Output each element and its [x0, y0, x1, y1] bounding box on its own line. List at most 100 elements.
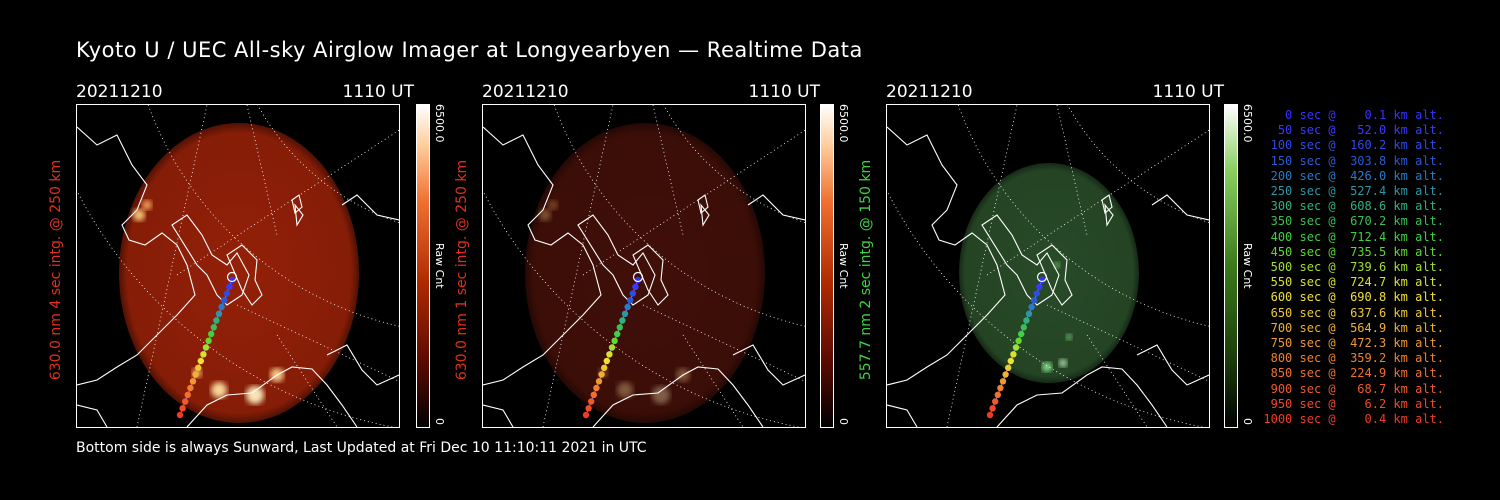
panel-date: 20211210 [76, 82, 163, 102]
trajectory-point [1007, 357, 1014, 365]
coastlines [887, 126, 1209, 427]
trajectory-point [992, 398, 999, 405]
wavelength-label: 557.7 nm 2 sec intg. @ 150 km [858, 159, 874, 381]
legend-row: 450 sec @ 735.5 km alt. [1263, 244, 1444, 259]
page-title: Kyoto U / UEC All-sky Airglow Imager at … [76, 38, 863, 62]
trajectory-point [611, 337, 618, 344]
sky-disc [119, 123, 359, 423]
sky-disc [959, 163, 1139, 383]
trajectory-point [200, 351, 207, 358]
trajectory-start-marker [1036, 271, 1048, 283]
legend-row: 500 sec @ 739.6 km alt. [1263, 260, 1444, 275]
trajectory-point [179, 405, 186, 412]
trajectory-point [1015, 337, 1022, 344]
colorbar-max-label: 6500.0 [837, 104, 850, 143]
image-panel-2: 20211210 1110 UT 630.0 nm 1 sec intg. @ 2… [454, 82, 820, 430]
trajectory-point [590, 391, 597, 398]
colorbar [416, 104, 430, 428]
allsky-image [886, 104, 1210, 428]
grid-lines [483, 105, 805, 427]
trajectory-point [595, 378, 603, 385]
trajectory-point [228, 276, 236, 284]
trajectory-point [632, 283, 639, 290]
legend-row: 850 sec @ 224.9 km alt. [1263, 366, 1444, 381]
allsky-image [482, 104, 806, 428]
colorbar [1224, 104, 1238, 428]
trajectory-point [1023, 317, 1030, 324]
trajectory-point [213, 317, 220, 324]
aurora-spot [1042, 362, 1052, 372]
allsky-image [76, 104, 400, 428]
trajectory-point [184, 391, 191, 398]
trajectory-point [629, 290, 636, 297]
legend-row: 800 sec @ 359.2 km alt. [1263, 351, 1444, 366]
trajectory-point [1010, 351, 1017, 358]
trajectory-point [1025, 310, 1033, 317]
trajectory-point [1033, 290, 1040, 297]
trajectory-point [221, 297, 228, 304]
colorbar-unit-label: Raw Cnt [837, 243, 850, 289]
trajectory-point [1036, 283, 1043, 290]
trajectory-point [994, 391, 1001, 398]
trajectory-point [192, 371, 199, 378]
trajectory-point [210, 324, 217, 331]
trajectory-point [634, 276, 642, 284]
trajectory-point [614, 330, 621, 338]
trajectory-point [616, 324, 623, 331]
trajectory-point [208, 330, 215, 338]
trajectory-point [997, 384, 1004, 392]
legend-row: 300 sec @ 608.6 km alt. [1263, 199, 1444, 214]
legend-row: 0 sec @ 0.1 km alt. [1263, 108, 1444, 122]
legend-row: 400 sec @ 712.4 km alt. [1263, 229, 1444, 244]
aurora-spot [539, 209, 551, 221]
trajectory-point [189, 378, 197, 385]
trajectory-point [1012, 344, 1020, 351]
aurora-spot [548, 200, 558, 210]
aurora-spot [1059, 359, 1067, 367]
colorbar-min-label: 0 [837, 418, 850, 425]
aurora-spot [246, 386, 264, 404]
trajectory-point [223, 290, 230, 297]
wavelength-label: 630.0 nm 4 sec intg. @ 250 km [48, 159, 64, 381]
aurora-spot [211, 382, 227, 398]
trajectory-point [593, 384, 600, 392]
sky-disc [525, 123, 765, 423]
legend-row: 600 sec @ 690.8 km alt. [1263, 290, 1444, 305]
legend-row: 1000 sec @ 0.4 km alt. [1263, 412, 1444, 427]
trajectory-point [1005, 364, 1012, 371]
trajectory-start-marker [632, 271, 644, 283]
trajectory-point [176, 411, 184, 419]
trajectory-point [1020, 324, 1027, 331]
trajectory-point [215, 310, 223, 317]
trajectory-point [999, 378, 1007, 385]
panel-time: 1110 UT [748, 82, 821, 102]
trajectory-start-marker [226, 271, 238, 283]
trajectory-point [197, 357, 204, 365]
trajectory-point [989, 405, 996, 412]
aurora-spot [1066, 334, 1072, 340]
colorbar-min-label: 0 [433, 418, 446, 425]
legend-row: 950 sec @ 6.2 km alt. [1263, 396, 1444, 411]
trajectory-point [588, 398, 595, 405]
legend-row: 550 sec @ 724.7 km alt. [1263, 275, 1444, 290]
aurora-spot [1054, 262, 1060, 268]
coastlines [483, 126, 805, 427]
legend-row: 350 sec @ 670.2 km alt. [1263, 214, 1444, 229]
legend-row: 700 sec @ 564.9 km alt. [1263, 320, 1444, 335]
footer-note: Bottom side is always Sunward, Last Upda… [76, 440, 647, 456]
trajectory-point [598, 371, 605, 378]
legend-row: 750 sec @ 472.3 km alt. [1263, 336, 1444, 351]
panel-time: 1110 UT [342, 82, 415, 102]
trajectory-point [619, 317, 626, 324]
trajectory-point [606, 351, 613, 358]
legend-row: 250 sec @ 527.4 km alt. [1263, 184, 1444, 199]
legend-row: 150 sec @ 303.8 km alt. [1263, 153, 1444, 168]
trajectory-point [601, 364, 608, 371]
trajectory-point [1018, 330, 1025, 338]
trajectory-point [624, 303, 631, 311]
panel-date: 20211210 [886, 82, 973, 102]
aurora-spot [142, 200, 152, 210]
trajectory-point [582, 411, 590, 419]
image-panel-1: 20211210 1110 UT 630.0 nm 4 sec intg. @ 2… [48, 82, 414, 430]
trajectory-point [1002, 371, 1009, 378]
